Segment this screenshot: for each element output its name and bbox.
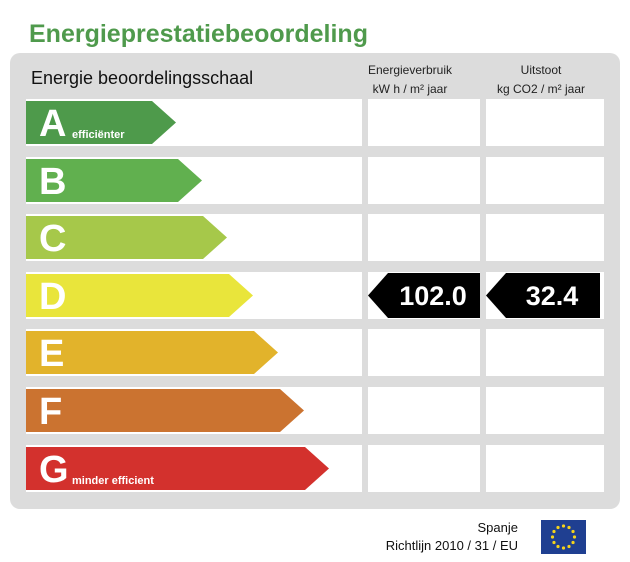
class-arrow-b <box>26 158 202 202</box>
energy-value: 102.0 <box>399 280 467 311</box>
energy-cell <box>368 387 480 434</box>
energy-column-header: Energieverbruik kW h / m² jaar <box>364 61 456 99</box>
energy-cell <box>368 156 480 204</box>
rating-row-f: F <box>26 387 604 434</box>
class-arrow-e <box>26 331 278 375</box>
flag-star-icon <box>567 525 571 530</box>
eu-flag-icon <box>541 520 586 554</box>
class-letter: C <box>39 218 67 261</box>
flag-star-icon <box>561 524 566 528</box>
flag-star-icon <box>556 544 560 549</box>
emission-cell <box>486 214 604 262</box>
class-arrow-f <box>26 389 304 432</box>
footer-country: Spanje <box>477 520 518 535</box>
class-letter: A <box>39 103 67 145</box>
flag-star-icon <box>556 525 560 530</box>
emission-cell <box>486 329 604 377</box>
class-arrow-d <box>26 273 253 317</box>
emission-cell <box>486 99 604 146</box>
class-letter: B <box>39 160 67 203</box>
emission-cell <box>486 387 604 434</box>
emission-indicator-arrow <box>486 272 600 318</box>
energy-indicator-arrow <box>368 272 480 318</box>
emission-header-line1: Uitstoot <box>520 63 562 77</box>
flag-star-icon <box>572 535 577 539</box>
emission-header-line2: kg CO2 / m² jaar <box>496 82 586 96</box>
scale-label: Energie beoordelingsschaal <box>31 68 254 88</box>
flag-star-icon <box>571 529 575 534</box>
flag-star-icon <box>567 544 571 549</box>
rating-row-d: D 102.0 32.4 <box>26 271 604 319</box>
energy-header-line2: kW h / m² jaar <box>372 82 448 96</box>
energy-cell <box>368 214 480 262</box>
class-letter: G <box>39 448 69 491</box>
class-letter: F <box>39 391 63 433</box>
emission-indicator: 32.4 <box>486 272 600 318</box>
emission-cell <box>486 156 604 204</box>
energy-indicator: 102.0 <box>368 272 480 318</box>
flag-star-icon <box>571 540 575 545</box>
rating-row-b: B <box>26 156 604 204</box>
emission-value: 32.4 <box>525 280 579 311</box>
class-letter: E <box>39 333 65 376</box>
rating-row-e: E <box>26 329 604 377</box>
flag-star-icon <box>552 529 556 534</box>
class-letter: D <box>39 275 67 318</box>
class-subtitle: efficiënter <box>72 129 125 141</box>
emission-column-header: Uitstoot kg CO2 / m² jaar <box>486 61 596 99</box>
class-arrow-a <box>26 101 176 144</box>
page-title: Energieprestatiebeoordeling <box>29 20 368 48</box>
energy-cell <box>368 329 480 377</box>
flag-star-icon <box>550 535 555 539</box>
class-arrow-g <box>26 446 329 490</box>
rating-row-c: C <box>26 214 604 262</box>
flag-star-icon <box>552 540 556 545</box>
emission-cell <box>486 444 604 492</box>
energy-header-line1: Energieverbruik <box>367 63 453 77</box>
footer-directive: Richtlijn 2010 / 31 / EU <box>385 538 518 553</box>
class-subtitle: minder efficient <box>72 474 154 487</box>
energy-cell <box>368 99 480 146</box>
flag-star-icon <box>561 546 566 550</box>
energy-cell <box>368 444 480 492</box>
class-arrow-c <box>26 216 227 260</box>
